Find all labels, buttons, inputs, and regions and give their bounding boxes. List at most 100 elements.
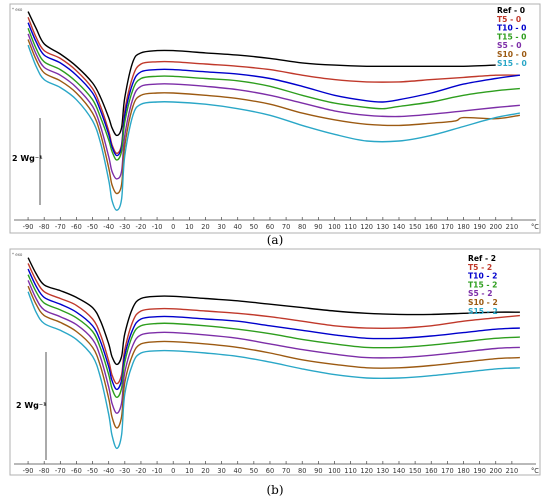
panel-a-legend-item-7: S15 - 0: [497, 59, 527, 68]
panel-b-x-tick-label-9: 0: [171, 467, 175, 475]
panel-b-x-tick-label-2: -70: [55, 467, 66, 475]
panel-b-legend-item-1: Ref - 2: [468, 254, 496, 263]
panel-b-x-tick-label-3: -60: [71, 467, 82, 475]
panel-b-x-tick-label-28: 190: [473, 467, 486, 475]
panel-b-x-tick-label-8: -10: [152, 467, 163, 475]
panel-b-caption: (b): [266, 483, 283, 497]
panel-b-x-tick-label-19: 100: [328, 467, 341, 475]
panel-a-legend-item-1: Ref - 0: [497, 6, 525, 15]
panel-b-x-tick-label-10: 10: [185, 467, 193, 475]
panel-a-x-tick-label-8: -10: [152, 223, 163, 231]
panel-b-frame: [9, 248, 541, 476]
panel-a-x-tick-label-4: -50: [87, 223, 98, 231]
panel-a-x-tick-label-10: 10: [185, 223, 193, 231]
panel-a-curve-3: [27, 22, 520, 157]
panel-a-x-tick-label-9: 0: [171, 223, 175, 231]
panel-a-x-tick-label-14: 50: [250, 223, 258, 231]
panel-b-curve-3: [27, 268, 520, 391]
panel-a-x-tick-label-22: 130: [377, 223, 390, 231]
panel-a-x-tick-label-24: 150: [409, 223, 422, 231]
panel-b-x-tick-label-4: -50: [87, 467, 98, 475]
panel-b-x-tick-label-5: -40: [103, 467, 114, 475]
panel-b-x-tick-label-24: 150: [409, 467, 422, 475]
panel-a-x-tick-label-19: 100: [328, 223, 341, 231]
panel-b-x-tick-label-23: 140: [393, 467, 406, 475]
panel-b-corner-mark: * exo: [12, 252, 23, 257]
panel-a-x-tick-label-27: 180: [457, 223, 470, 231]
panel-b-x-tick-label-25: 160: [425, 467, 438, 475]
panel-b-x-tick-label-6: -30: [119, 467, 130, 475]
panel-b-x-tick-label-27: 180: [457, 467, 470, 475]
panel-b: * exo 2 Wg⁻¹ -90 -80 -70 -60 -50 -40 -30 -20 -10…: [9, 248, 541, 497]
panel-a-x-tick-label-16: 70: [282, 223, 290, 231]
panel-b-curve-1: [27, 257, 520, 366]
panel-a-x-tick-label-26: 170: [441, 223, 454, 231]
panel-b-curve-2: [27, 263, 520, 385]
panel-b-x-tick-label-16: 70: [282, 467, 290, 475]
panel-b-x-tick-label-18: 90: [314, 467, 322, 475]
panel-a-x-tick-label-6: -30: [119, 223, 130, 231]
panel-b-x-tick-label-1: -80: [39, 467, 50, 475]
panel-b-x-tick-label-12: 30: [217, 467, 225, 475]
panel-b-x-tick-label-30: 210: [506, 467, 519, 475]
panel-b-curve-4: [27, 274, 520, 399]
panel-b-legend-item-7: S15 - 2: [468, 307, 498, 316]
panel-a-x-tick-label-18: 90: [314, 223, 322, 231]
panel-b-curve-6: [27, 285, 520, 429]
panel-b-x-tick-label-29: 200: [489, 467, 502, 475]
panel-a-x-axis: -90 -80 -70 -60 -50 -40 -30 -20 -10 0 10 20 30 40 50 60…: [14, 217, 539, 231]
panel-a-legend-item-6: S10 - 0: [497, 50, 527, 59]
panel-a-x-tick-label-25: 160: [425, 223, 438, 231]
panel-a-x-tick-label-15: 60: [266, 223, 274, 231]
panel-b-legend-item-3: T10 - 2: [468, 272, 497, 281]
panel-b-x-tick-label-11: 20: [201, 467, 209, 475]
panel-a-scale-label: 2 Wg⁻¹: [12, 154, 43, 163]
panel-a-x-tick-label-2: -70: [55, 223, 66, 231]
panel-b-curve-7: [27, 291, 520, 450]
panel-b-x-tick-label-21: 120: [360, 467, 373, 475]
panel-b-x-axis: -90 -80 -70 -60 -50 -40 -30 -20 -10 0 10 20 30 40 50 60…: [14, 461, 539, 475]
panel-a-x-unit: °C: [531, 223, 539, 231]
panel-a-x-tick-label-21: 120: [360, 223, 373, 231]
panel-b-x-unit: °C: [531, 467, 539, 475]
panel-a-x-tick-label-23: 140: [393, 223, 406, 231]
panel-a-x-tick-label-17: 80: [298, 223, 306, 231]
panel-a-x-tick-label-0: -90: [23, 223, 34, 231]
panel-b-curves: [27, 257, 520, 450]
panel-b-legend-item-4: T15 - 2: [468, 280, 497, 289]
panel-b-legend-item-5: S5 - 2: [468, 289, 492, 298]
panel-a-x-tick-label-28: 190: [473, 223, 486, 231]
panel-a-curve-7: [27, 44, 521, 211]
panel-a-curve-2: [27, 16, 520, 155]
panel-b-x-tick-label-20: 110: [344, 467, 357, 475]
panel-b-legend-item-6: S10 - 2: [468, 298, 498, 307]
panel-a-x-tick-label-1: -80: [39, 223, 50, 231]
panel-a-curve-5: [27, 33, 520, 180]
panel-a: * exo 2 Wg⁻¹ -90 -80 -70 -60 -50 -40 -30 -20 -10…: [9, 3, 541, 247]
panel-b-x-tick-label-22: 130: [377, 467, 390, 475]
panel-a-legend-item-3: T10 - 0: [497, 24, 526, 33]
panel-b-scale-label: 2 Wg⁻¹: [16, 401, 47, 410]
panel-b-x-tick-label-14: 50: [250, 467, 258, 475]
panel-a-curve-1: [27, 11, 496, 137]
panel-a-x-tick-label-5: -40: [103, 223, 114, 231]
panel-a-curve-4: [27, 28, 520, 161]
panel-a-x-tick-label-3: -60: [71, 223, 82, 231]
panel-a-x-tick-label-11: 20: [201, 223, 209, 231]
panel-b-x-tick-label-0: -90: [23, 467, 34, 475]
panel-a-corner-mark: * exo: [12, 7, 23, 12]
panel-a-caption: (a): [267, 233, 284, 247]
panel-b-x-tick-label-7: -20: [136, 467, 147, 475]
panel-b-legend-item-2: T5 - 2: [468, 263, 492, 272]
panel-a-legend-item-2: T5 - 0: [497, 15, 521, 24]
panel-a-x-tick-label-7: -20: [136, 223, 147, 231]
panel-b-x-tick-label-13: 40: [234, 467, 242, 475]
panel-a-legend-item-4: T15 - 0: [497, 32, 526, 41]
panel-b-x-tick-label-17: 80: [298, 467, 306, 475]
panel-a-curve-6: [27, 39, 521, 195]
panel-a-curves: [27, 11, 521, 211]
panel-a-x-tick-label-30: 210: [506, 223, 519, 231]
